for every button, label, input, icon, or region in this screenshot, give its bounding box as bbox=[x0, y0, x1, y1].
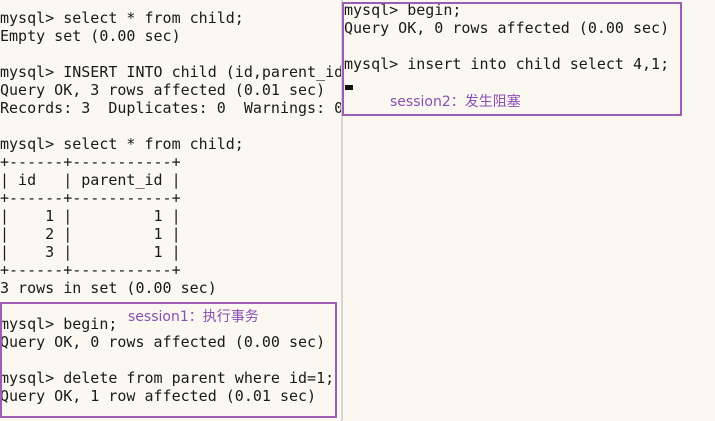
terminal-line: mysql> INSERT INTO child (id,parent_id bbox=[0, 63, 341, 81]
right-terminal-pane[interactable]: mysql> begin; Query OK, 0 rows affected … bbox=[343, 0, 715, 421]
terminal-cursor bbox=[345, 85, 353, 90]
terminal-line: Query OK, 1 row affected (0.01 sec) bbox=[0, 387, 317, 405]
terminal-line: Query OK, 3 rows affected (0.01 sec) bbox=[0, 81, 326, 99]
terminal-line: mysql> begin; bbox=[344, 1, 462, 19]
pane-divider[interactable] bbox=[341, 0, 343, 421]
terminal-line: mysql> delete from parent where id=1; bbox=[0, 369, 335, 387]
terminal-line: Query OK, 0 rows affected (0.00 sec) bbox=[0, 333, 326, 351]
table-border: +------+-----------+ bbox=[0, 189, 181, 207]
terminal-line: mysql> select * from child; bbox=[0, 135, 244, 153]
table-border: +------+-----------+ bbox=[0, 261, 181, 279]
table-row: | 3 | 1 | bbox=[0, 243, 181, 261]
terminal-line: mysql> select * from child; bbox=[0, 9, 244, 27]
session2-highlight-box bbox=[342, 2, 682, 116]
terminal-line: mysql> insert into child select 4,1; bbox=[344, 55, 670, 73]
session1-highlight-box bbox=[0, 302, 337, 418]
session2-annotation: session2：发生阻塞 bbox=[390, 94, 521, 110]
terminal-line: mysql> begin; bbox=[0, 315, 118, 333]
table-header: | id | parent_id | bbox=[0, 171, 181, 189]
terminal-line: 3 rows in set (0.00 sec) bbox=[0, 279, 217, 297]
table-border: +------+-----------+ bbox=[0, 153, 181, 171]
table-row: | 2 | 1 | bbox=[0, 225, 181, 243]
left-terminal-pane[interactable]: mysql> select * from child; Empty set (0… bbox=[0, 0, 341, 421]
terminal-line: Records: 3 Duplicates: 0 Warnings: 0 bbox=[0, 99, 341, 117]
terminal-line: Query OK, 0 rows affected (0.00 sec) bbox=[344, 19, 670, 37]
terminal-line: Empty set (0.00 sec) bbox=[0, 27, 181, 45]
table-row: | 1 | 1 | bbox=[0, 207, 181, 225]
session1-annotation: session1：执行事务 bbox=[128, 309, 259, 325]
